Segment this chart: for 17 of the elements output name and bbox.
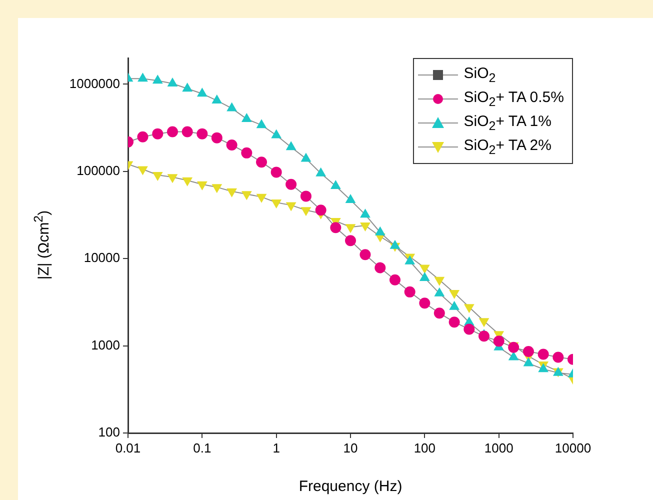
y-tick-label: 100000: [76, 163, 120, 178]
x-axis-title: Frequency (Hz): [298, 478, 402, 496]
y-tick-label: 1000000: [69, 76, 120, 91]
legend-label: SiO$_{2}$+ TA 0.5%: [464, 89, 564, 109]
legend-label: SiO$_{2}$+ TA 1%: [464, 113, 552, 133]
x-tick-label: 1000: [484, 440, 514, 456]
x-tick-label: 0.1: [193, 440, 212, 456]
x-tick-label: 1: [272, 440, 280, 456]
legend-label: SiO$_{2}$: [464, 65, 496, 85]
y-tick-label: 1000: [91, 337, 120, 352]
y-tick-label: 100: [98, 424, 120, 440]
x-tick-label: 10000: [554, 440, 592, 456]
legend-label: SiO$_{2}$+ TA 2%: [464, 137, 552, 157]
y-tick-label: 10000: [84, 250, 120, 266]
x-tick-label: 0.01: [115, 440, 141, 456]
x-tick-label: 100: [414, 440, 436, 456]
x-tick-label: 10: [343, 440, 358, 456]
